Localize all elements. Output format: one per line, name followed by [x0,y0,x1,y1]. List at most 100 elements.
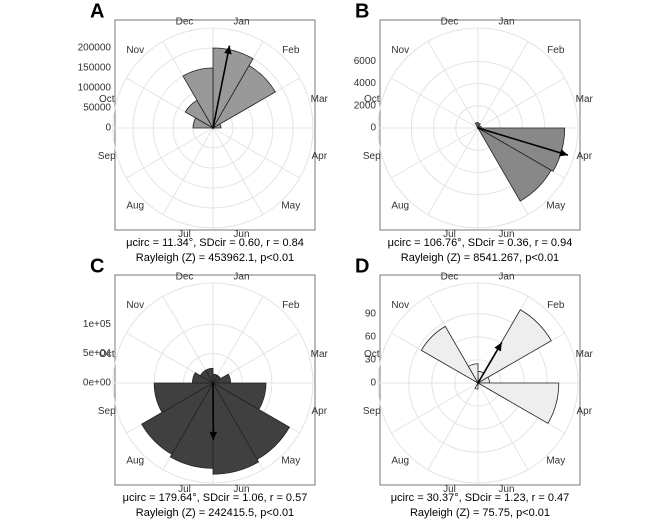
month-label: Dec [441,16,459,27]
caption: Rayleigh (Z) = 242415.5, p<0.01 [136,507,294,519]
spoke [391,127,479,179]
y-tick-label: 0 [105,123,111,134]
y-tick-label: 1e+05 [83,319,112,330]
y-tick-label: 30 [365,355,377,366]
month-label: Mar [311,349,329,360]
wedge [467,363,479,385]
spoke [427,127,479,215]
month-label: Nov [391,300,409,311]
panel: B 0 2000 4000 6000 Jan Feb Mar Apr May Jun Jul Aug Se… [354,0,594,264]
caption: μcirc = 106.76°, SDcir = 0.36, r = 0.94 [388,237,573,249]
spoke [477,41,529,129]
month-label: Apr [311,151,327,162]
month-label: Nov [391,45,409,56]
month-label: Mar [576,349,594,360]
month-label: Jun [498,484,514,495]
wedge [169,381,214,469]
month-label: Apr [576,406,592,417]
spoke [126,127,214,179]
month-label: Dec [441,271,459,282]
month-label: Jun [233,484,249,495]
arrow-shaft [477,127,569,156]
mean-arrow [477,342,503,384]
month-label: Mar [311,94,329,105]
wedge [182,67,214,130]
wedge [205,367,214,385]
y-tick-label: 2000 [354,100,377,111]
month-label: Dec [176,16,194,27]
y-tick-label: 60 [365,331,377,342]
month-label: Oct [364,349,380,360]
month-label: Sep [363,151,381,162]
month-label: Apr [311,406,327,417]
arrow-head [224,45,232,55]
month-label: Jul [443,229,456,240]
mean-arrow [477,127,569,157]
arrow-shaft [212,45,231,129]
caption: μcirc = 179.64°, SDcir = 1.06, r = 0.57 [123,492,308,504]
panel-label: A [90,0,104,22]
panel-label: C [90,255,104,277]
month-label: Sep [98,406,116,417]
wedge [211,65,276,130]
mean-arrow [209,382,218,441]
wedge [141,381,215,455]
spoke [477,382,529,470]
month-label: Aug [391,455,409,466]
y-tick-label: 200000 [78,43,112,54]
month-label: May [281,200,300,211]
caption: μcirc = 11.34°, SDcir = 0.60, r = 0.84 [126,237,304,249]
month-label: Nov [126,300,144,311]
y-tick-label: 0 [370,378,376,389]
month-label: Nov [126,45,144,56]
month-label: Oct [99,94,115,105]
month-label: Aug [391,200,409,211]
wedge [212,47,254,130]
month-label: May [546,200,565,211]
wedge [474,122,479,130]
y-tick-label: 90 [365,308,377,319]
month-label: Feb [282,300,300,311]
panel: C 0e+00 5e+04 1e+05 Jan Feb Mar Apr May Jun Jul Aug… [83,255,329,519]
caption: Rayleigh (Z) = 453962.1, p<0.01 [136,252,294,264]
y-tick-label: 150000 [78,63,112,74]
spoke [212,127,300,179]
panel: D 0 30 60 90 Jan Feb Mar Apr May Jun Jul Aug Sep Oct No… [355,255,594,519]
caption: Rayleigh (Z) = 75.75, p<0.01 [410,507,550,519]
month-label: Apr [576,151,592,162]
month-label: Sep [98,151,116,162]
month-label: Jan [233,271,249,282]
spoke [391,77,479,129]
wedge [474,381,479,390]
month-label: Jul [178,229,191,240]
wedge [420,325,480,385]
wedge [476,382,560,424]
month-label: May [281,455,300,466]
month-label: Aug [126,200,144,211]
month-label: Jun [233,229,249,240]
month-label: Jul [443,484,456,495]
spoke [212,296,264,384]
spoke [162,127,214,215]
month-label: Oct [99,349,115,360]
month-label: Jan [498,16,514,27]
wedge [476,309,552,385]
month-label: Jun [498,229,514,240]
y-tick-label: 0e+00 [83,378,112,389]
month-label: Jan [233,16,249,27]
arrow-head [209,431,218,440]
month-label: Mar [576,94,594,105]
wedge [211,123,222,129]
y-tick-label: 4000 [354,78,377,89]
month-label: Dec [176,271,194,282]
arrow-head [559,149,569,157]
month-label: Feb [547,45,565,56]
y-tick-label: 6000 [354,56,377,67]
arrow-head [494,342,502,352]
spoke [391,382,479,434]
y-tick-label: 100000 [78,83,112,94]
mean-arrow [212,45,232,129]
y-tick-label: 5e+04 [83,348,112,359]
spoke [427,382,479,470]
